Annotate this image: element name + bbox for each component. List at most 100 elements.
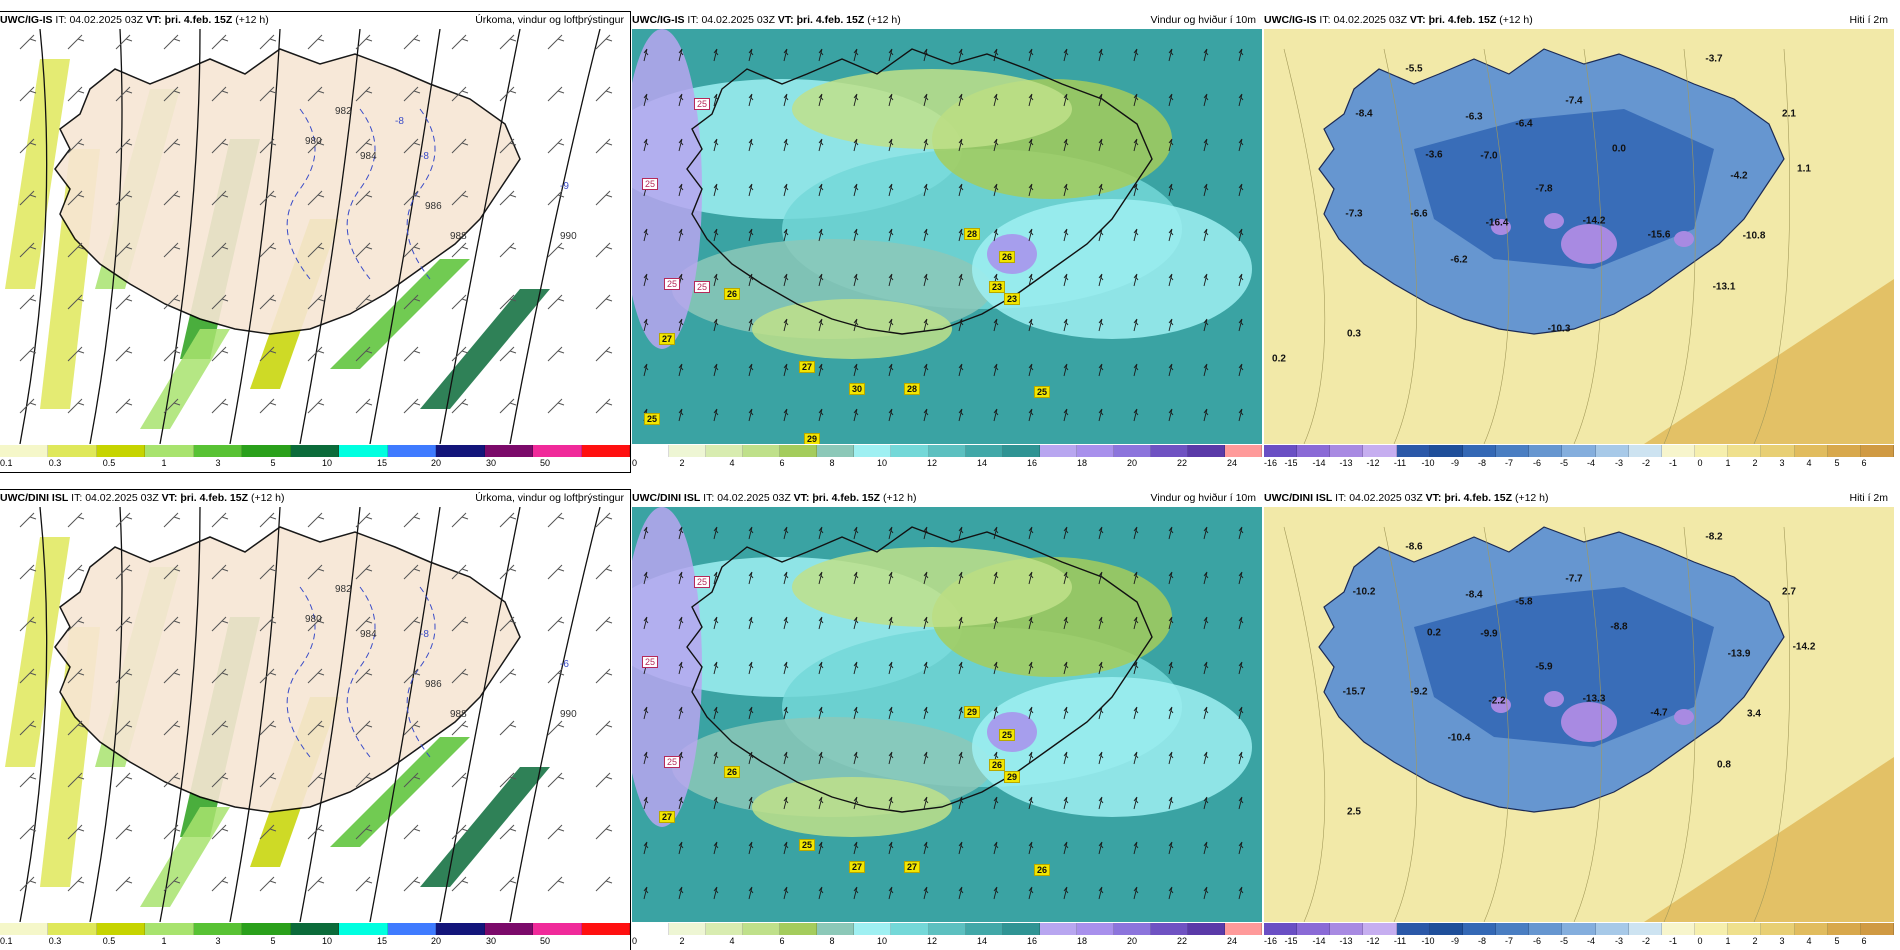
wind-arrow <box>853 138 859 152</box>
wind-arrow <box>1063 751 1069 765</box>
wind-barb <box>355 242 373 258</box>
wind-arrow <box>1203 751 1209 765</box>
colorbar-swatch <box>1363 445 1397 457</box>
wind-barb <box>163 564 181 580</box>
colorbar-ticks: 0 2 4 6 8 10 12 14 16 18 20 22 24 <box>632 936 1262 948</box>
wind-barb <box>259 138 277 154</box>
map-image[interactable]: 28 26 23 23 26 27 28 25 30 27 29 25 25 25 25 25 <box>632 29 1262 444</box>
wind-arrow <box>1098 273 1104 287</box>
map-image[interactable]: 980 982 984 986 988 990 -8 -6 <box>0 507 630 922</box>
wind-arrow <box>1203 183 1209 197</box>
map-svg <box>632 507 1262 922</box>
wind-arrow <box>713 408 719 422</box>
map-panel-p5[interactable]: UWC/DINI ISL IT: 04.02.2025 03Z VT: þri.… <box>632 490 1262 950</box>
wind-barb <box>211 398 229 414</box>
product-name: Vindur og hviður í 10m <box>1150 14 1256 26</box>
gust-label: 26 <box>1033 864 1051 876</box>
temperature-label: -7.0 <box>1480 150 1498 162</box>
glacier-area <box>1674 231 1694 247</box>
gust-label-sea: 25 <box>641 656 659 668</box>
init-time: 04.02.2025 03Z <box>1333 14 1407 26</box>
wind-arrow <box>888 93 894 107</box>
gust-label: 25 <box>998 729 1016 741</box>
init-time: 04.02.2025 03Z <box>701 14 775 26</box>
map-panel-p3[interactable]: UWC/IG-IS IT: 04.02.2025 03Z VT: þri. 4.… <box>1264 12 1894 472</box>
wind-barb <box>307 564 325 580</box>
map-svg <box>1264 29 1894 444</box>
temperature-label: -5.8 <box>1515 596 1533 608</box>
isotherm-line <box>1753 526 1791 922</box>
colorbar-swatch <box>1330 445 1364 457</box>
wind-barb <box>307 876 325 892</box>
temp-contour-dashed <box>406 586 436 758</box>
warm-sea-area <box>1644 279 1894 444</box>
colorbar-swatch <box>339 923 388 935</box>
isobar-line <box>299 29 361 444</box>
wind-arrow <box>1203 408 1209 422</box>
wind-arrow <box>678 661 684 675</box>
wind-barb <box>307 512 325 528</box>
wind-barb <box>67 616 85 632</box>
wind-arrow <box>818 138 824 152</box>
wind-barb <box>307 34 325 50</box>
wind-arrow <box>678 841 684 855</box>
map-panel-p4[interactable]: UWC/DINI ISL IT: 04.02.2025 03Z VT: þri.… <box>0 489 631 950</box>
colorbar-tick-label: -1 <box>1668 458 1678 468</box>
wind-arrow <box>678 408 684 422</box>
wind-arrow <box>783 841 789 855</box>
wind-arrow <box>748 796 754 810</box>
colorbar-swatch <box>1529 445 1563 457</box>
wind-arrow <box>923 886 929 900</box>
wind-arrow <box>1098 841 1104 855</box>
wind-barb <box>451 398 469 414</box>
wind-arrow <box>713 318 719 332</box>
map-image[interactable]: 980 982 984 986 988 990 -8 -9 -8 <box>0 29 630 444</box>
wind-barb <box>451 668 469 684</box>
precip-area <box>140 329 230 429</box>
gust-label: 30 <box>848 383 866 395</box>
gust-label: 26 <box>723 766 741 778</box>
map-panel-p1[interactable]: UWC/IG-IS IT: 04.02.2025 03Z VT: þri. 4.… <box>0 11 631 473</box>
wind-arrow <box>678 183 684 197</box>
cold-core <box>1414 109 1714 269</box>
wind-barb <box>403 564 421 580</box>
colorbar-swatch <box>1628 923 1662 935</box>
colorbar-tick-label: 0.3 <box>48 936 62 946</box>
wind-arrow <box>783 318 789 332</box>
wind-barb <box>403 824 421 840</box>
wind-arrow <box>888 571 894 585</box>
wind-arrow <box>853 841 859 855</box>
map-panel-p6[interactable]: UWC/DINI ISL IT: 04.02.2025 03Z VT: þri.… <box>1264 490 1894 950</box>
glacier-area <box>1561 224 1617 264</box>
colorbar-swatch <box>339 445 388 457</box>
wind-arrow <box>1168 363 1174 377</box>
map-image[interactable]: 29 25 26 29 26 27 27 26 27 25 25 25 25 <box>632 507 1262 922</box>
isotherm-line <box>1663 48 1696 444</box>
wind-arrow <box>993 93 999 107</box>
contour-label: -8 <box>420 629 429 640</box>
map-image[interactable]: -8.6 -8.2 -10.2 -8.4 -5.8 -7.7 2.7 0.2 -9.9 -8.8 -… <box>1264 507 1894 922</box>
wind-barb <box>211 824 229 840</box>
wind-barb <box>259 346 277 362</box>
wind-barb <box>307 772 325 788</box>
colorbar-swatch <box>854 445 892 457</box>
wind-arrow <box>1098 526 1104 540</box>
wind-barb <box>259 720 277 736</box>
wind-barb <box>307 616 325 632</box>
wind-barb <box>499 190 517 206</box>
wind-arrow <box>1133 183 1139 197</box>
temperature-label: -10.8 <box>1742 230 1766 242</box>
map-panel-p2[interactable]: UWC/IG-IS IT: 04.02.2025 03Z VT: þri. 4.… <box>632 12 1262 472</box>
wind-arrow <box>923 93 929 107</box>
lead-time: (+12 h) <box>250 492 285 504</box>
wind-arrow <box>1133 796 1139 810</box>
map-image[interactable]: -5.5 -3.7 -8.4 -6.3 -6.4 -7.4 2.1 -3.6 -7.0 0.0 -7… <box>1264 29 1894 444</box>
colorbar-swatch <box>1039 445 1077 457</box>
wind-arrow <box>1063 408 1069 422</box>
wind-arrow <box>993 571 999 585</box>
wind-arrow <box>1238 363 1244 377</box>
wind-barb <box>259 242 277 258</box>
wind-barb <box>451 294 469 310</box>
wind-arrow <box>1028 318 1034 332</box>
wind-speed-area <box>632 29 702 349</box>
